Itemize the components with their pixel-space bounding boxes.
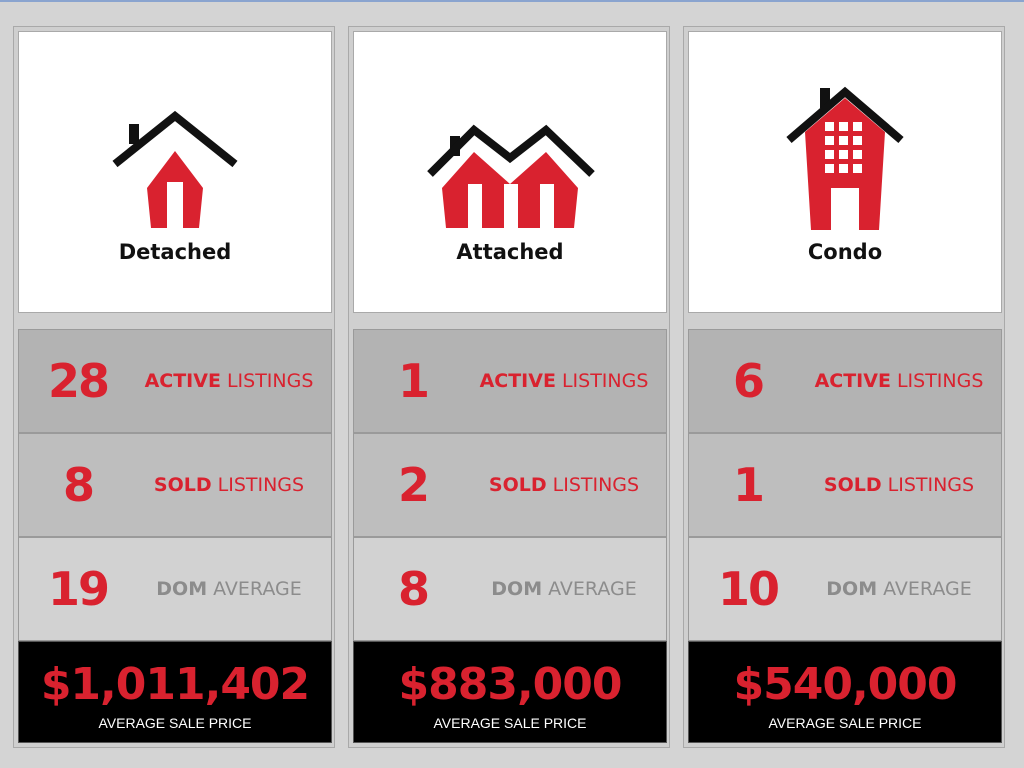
property-type-label: Condo bbox=[807, 240, 883, 264]
sold-listings-count: 2 bbox=[397, 458, 430, 512]
active-listings-count: 1 bbox=[397, 354, 430, 408]
active-listings-label: ACTIVE LISTINGS bbox=[814, 370, 984, 392]
market-stats-grid: Detached 28 ACTIVE LISTINGS 8 SOLD LISTING… bbox=[13, 26, 1012, 748]
property-type-card: Detached bbox=[18, 31, 332, 313]
property-type-card: Condo bbox=[688, 31, 1002, 313]
attached-house-icon bbox=[427, 124, 595, 228]
active-listings-label: ACTIVE LISTINGS bbox=[479, 370, 649, 392]
column-attached: Attached 1 ACTIVE LISTINGS 2 SOLD LISTINGS… bbox=[348, 26, 670, 748]
active-listings-label: ACTIVE LISTINGS bbox=[144, 370, 314, 392]
sold-listings-label: SOLD LISTINGS bbox=[823, 474, 975, 496]
column-condo: Condo 6 ACTIVE LISTINGS 1 SOLD LISTINGS 10… bbox=[683, 26, 1005, 748]
property-type-label: Attached bbox=[456, 240, 564, 264]
dom-average-value: 19 bbox=[47, 562, 110, 616]
active-listings-count: 28 bbox=[47, 354, 110, 408]
dom-average-row: 19 DOM AVERAGE bbox=[18, 537, 332, 641]
average-sale-price-label: AVERAGE SALE PRICE bbox=[768, 715, 922, 731]
column-detached: Detached 28 ACTIVE LISTINGS 8 SOLD LISTING… bbox=[13, 26, 335, 748]
average-sale-price-box: $1,011,402 AVERAGE SALE PRICE bbox=[18, 641, 332, 743]
sold-listings-row: 1 SOLD LISTINGS bbox=[688, 433, 1002, 537]
detached-house-icon bbox=[112, 110, 238, 228]
dom-average-value: 10 bbox=[717, 562, 780, 616]
sold-listings-row: 8 SOLD LISTINGS bbox=[18, 433, 332, 537]
sold-listings-label: SOLD LISTINGS bbox=[488, 474, 640, 496]
active-listings-row: 1 ACTIVE LISTINGS bbox=[353, 329, 667, 433]
sold-listings-label: SOLD LISTINGS bbox=[153, 474, 305, 496]
property-type-label: Detached bbox=[118, 240, 232, 264]
dom-average-label: DOM AVERAGE bbox=[826, 578, 972, 600]
average-sale-price-value: $540,000 bbox=[733, 659, 957, 710]
active-listings-count: 6 bbox=[732, 354, 765, 408]
average-sale-price-box: $883,000 AVERAGE SALE PRICE bbox=[353, 641, 667, 743]
sold-listings-count: 8 bbox=[62, 458, 95, 512]
average-sale-price-value: $883,000 bbox=[398, 659, 622, 710]
dom-average-row: 10 DOM AVERAGE bbox=[688, 537, 1002, 641]
average-sale-price-label: AVERAGE SALE PRICE bbox=[433, 715, 587, 731]
condo-building-icon bbox=[786, 86, 904, 230]
active-listings-row: 6 ACTIVE LISTINGS bbox=[688, 329, 1002, 433]
average-sale-price-box: $540,000 AVERAGE SALE PRICE bbox=[688, 641, 1002, 743]
dom-average-value: 8 bbox=[397, 562, 430, 616]
dom-average-label: DOM AVERAGE bbox=[156, 578, 302, 600]
top-border-line bbox=[0, 0, 1024, 2]
dom-average-label: DOM AVERAGE bbox=[491, 578, 637, 600]
property-type-card: Attached bbox=[353, 31, 667, 313]
average-sale-price-label: AVERAGE SALE PRICE bbox=[98, 715, 252, 731]
average-sale-price-value: $1,011,402 bbox=[40, 659, 310, 710]
sold-listings-count: 1 bbox=[732, 458, 765, 512]
active-listings-row: 28 ACTIVE LISTINGS bbox=[18, 329, 332, 433]
dom-average-row: 8 DOM AVERAGE bbox=[353, 537, 667, 641]
sold-listings-row: 2 SOLD LISTINGS bbox=[353, 433, 667, 537]
